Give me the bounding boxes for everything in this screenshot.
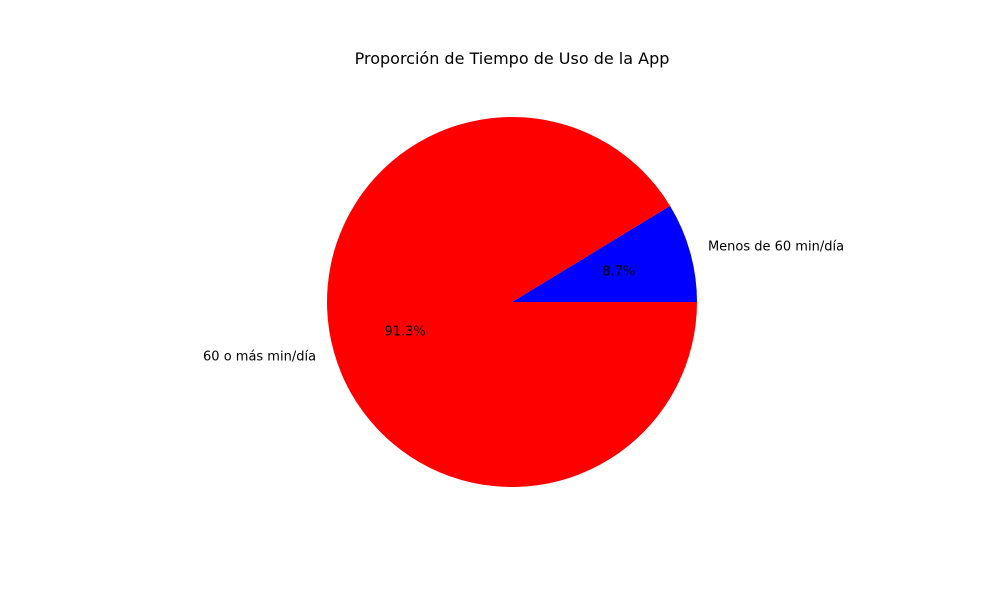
- slice-label-menos-de-60-min-dia: Menos de 60 min/día: [708, 240, 844, 255]
- slice-percent-60-o-mas-min-dia: 91.3%: [384, 324, 425, 339]
- pie-slice-60-o-mas-min-dia: [327, 117, 697, 488]
- pie-slices: [327, 117, 697, 488]
- pie-slice-menos-de-60-min-dia: [512, 205, 697, 302]
- chart-title: Proporción de Tiempo de Uso de la App: [355, 49, 670, 68]
- pie-labels: Menos de 60 min/día 8.7% 60 o más min/día 9…: [203, 240, 844, 365]
- slice-percent-menos-de-60-min-dia: 8.7%: [602, 265, 635, 280]
- slice-label-60-o-mas-min-dia: 60 o más min/día: [203, 349, 316, 364]
